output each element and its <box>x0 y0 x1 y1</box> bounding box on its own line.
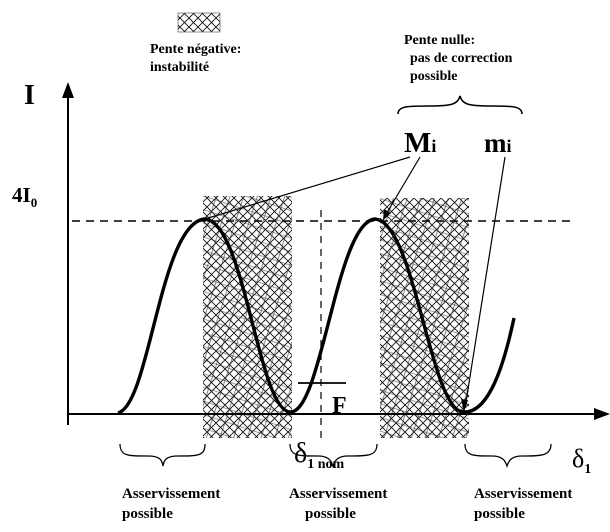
min-pointer-line <box>464 156 506 409</box>
zone-left-line1: Asservissement <box>122 486 220 502</box>
zero-slope-line2: pas de correction <box>410 51 513 66</box>
zone-middle-line1: Asservissement <box>289 486 387 502</box>
zone-right-line2: possible <box>474 506 525 522</box>
mi-pointer-arrowhead <box>383 209 391 220</box>
zero-slope-line3: possible <box>410 69 457 84</box>
nominal-delta-label: δ1 nom <box>294 438 344 472</box>
min-label: mi <box>484 128 512 158</box>
y-axis-label: I <box>24 80 35 111</box>
x-axis-arrow <box>594 408 610 420</box>
y-axis-arrow <box>62 82 74 98</box>
y-tick-4i0: 4I0 <box>12 183 37 210</box>
zone-brace-left <box>119 443 206 467</box>
zero-slope-line1: Pente nulle: <box>404 33 475 48</box>
zone-right-line1: Asservissement <box>474 486 572 502</box>
hatched-zone-left <box>203 196 292 438</box>
zone-brace-middle <box>289 443 378 469</box>
point-f-label: F <box>332 393 347 419</box>
mi-pointer-right <box>384 156 421 217</box>
legend-title-line1: Pente négative: <box>150 42 241 57</box>
zone-brace-right <box>464 443 552 469</box>
intensity-curve <box>117 217 516 415</box>
legend-hatch-swatch <box>177 12 221 33</box>
top-brace <box>397 95 523 115</box>
x-axis-label: δ1 <box>572 444 591 477</box>
zone-left-line2: possible <box>122 506 173 522</box>
min-pointer-arrowhead <box>461 399 468 412</box>
legend-title-line2: instabilité <box>150 60 209 75</box>
zone-middle-line2: possible <box>305 506 356 522</box>
mi-pointer-left <box>204 156 411 220</box>
max-label: Mi <box>404 127 436 159</box>
